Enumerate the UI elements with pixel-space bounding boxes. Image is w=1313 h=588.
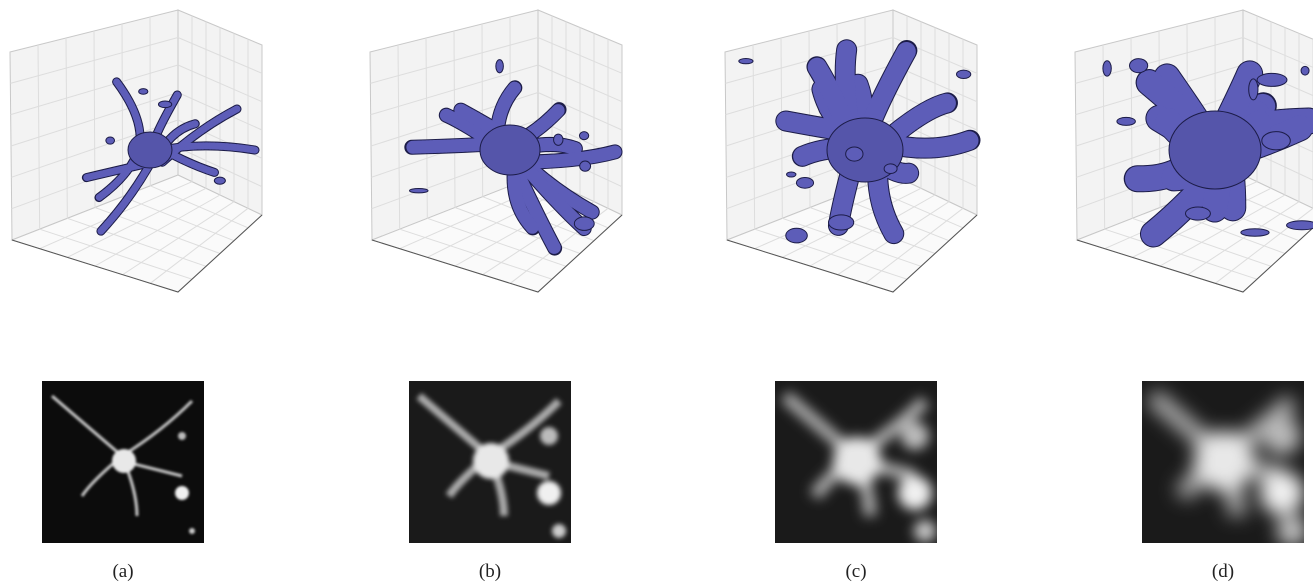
fragment (139, 89, 148, 95)
isosurface-plot (10, 10, 262, 292)
fragment (796, 177, 813, 188)
fragment (1287, 221, 1313, 230)
fragment (579, 132, 588, 140)
fragment (158, 101, 171, 108)
spot (1277, 516, 1307, 546)
page: (a)(b)(c)(d) (() => { const data = JSON.… (0, 0, 1313, 583)
slice-image (775, 381, 937, 543)
fragment (1262, 132, 1291, 150)
fragment (1241, 229, 1269, 236)
spot (898, 476, 932, 510)
fragment (106, 137, 115, 144)
spot (1263, 417, 1301, 455)
spot (914, 520, 936, 542)
fragment (1249, 79, 1258, 100)
isosurface-plot (1075, 10, 1313, 292)
spot (540, 427, 558, 445)
fragment (786, 228, 808, 243)
slice-image (409, 381, 571, 543)
slice-image (42, 381, 204, 543)
figure: (a) (b) (c) (d) (0, 0, 1313, 583)
fragment (496, 60, 504, 73)
core (128, 132, 172, 168)
fragment (846, 147, 863, 161)
fragment (787, 172, 796, 177)
spot (175, 486, 189, 500)
spot (1260, 471, 1304, 515)
spot (901, 422, 929, 450)
panel-caption: (c) (845, 561, 866, 582)
core (1169, 111, 1261, 189)
fragment (580, 161, 591, 171)
spot (537, 481, 561, 505)
fragment (1257, 73, 1287, 86)
spot (552, 524, 566, 538)
fragment (1130, 59, 1148, 73)
soma (833, 437, 881, 485)
fragment (1301, 66, 1309, 75)
panel-caption: (d) (1212, 561, 1234, 582)
isosurface-plot (370, 10, 622, 292)
spot (178, 432, 186, 440)
fragment (410, 189, 429, 193)
slice-image (1142, 381, 1307, 546)
fragment (554, 134, 563, 145)
spot (189, 528, 195, 534)
grid-line (482, 24, 483, 197)
panel-caption: (a) (112, 561, 133, 582)
fragment (574, 217, 594, 231)
fragment (884, 164, 897, 174)
panel-caption: (b) (479, 561, 501, 582)
fragment (828, 215, 853, 230)
core (480, 125, 540, 175)
fragment (214, 177, 225, 184)
soma (112, 449, 136, 473)
fragment (1117, 117, 1136, 125)
fragment (739, 59, 753, 64)
fragment (1185, 207, 1210, 220)
isosurface-plot (725, 10, 977, 292)
fragment (957, 70, 971, 78)
soma (473, 443, 509, 479)
fragment (1103, 61, 1111, 76)
soma (1194, 431, 1254, 491)
